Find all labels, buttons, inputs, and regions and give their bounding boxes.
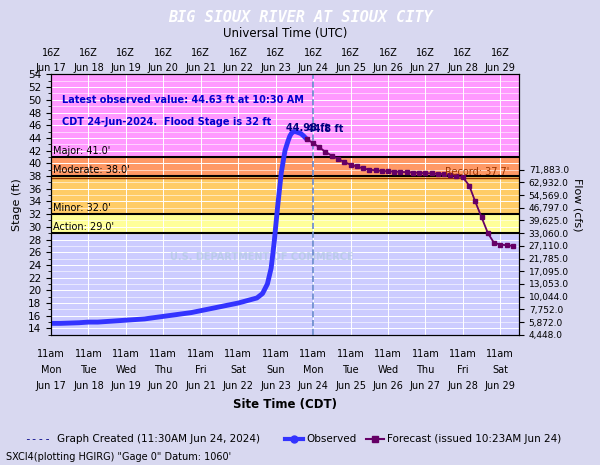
Text: Jun 27: Jun 27 [410, 381, 441, 392]
Text: 44.8 ft: 44.8 ft [307, 124, 343, 133]
Y-axis label: Stage (ft): Stage (ft) [13, 178, 22, 231]
Bar [51, 176, 519, 214]
Text: Jun 17: Jun 17 [35, 381, 67, 392]
Text: 11am: 11am [37, 349, 65, 359]
Text: 11am: 11am [412, 349, 439, 359]
Text: 16Z: 16Z [79, 48, 98, 58]
Text: Jun 28: Jun 28 [448, 381, 478, 392]
Text: Observed: Observed [306, 434, 356, 445]
Text: 11am: 11am [262, 349, 290, 359]
Text: 16Z: 16Z [454, 48, 472, 58]
Text: Wed: Wed [115, 365, 136, 375]
Text: Jun 18: Jun 18 [73, 63, 104, 73]
Text: Minor: 32.0': Minor: 32.0' [53, 203, 111, 213]
Text: Jun 27: Jun 27 [410, 63, 441, 73]
Text: Thu: Thu [416, 365, 434, 375]
Text: 11am: 11am [224, 349, 252, 359]
Text: Forecast (issued 10:23AM Jun 24): Forecast (issued 10:23AM Jun 24) [387, 434, 561, 445]
Text: ----: ---- [24, 434, 51, 445]
Text: 11am: 11am [374, 349, 402, 359]
Text: Fri: Fri [457, 365, 469, 375]
Bar [51, 214, 519, 233]
Text: Jun 18: Jun 18 [73, 381, 104, 392]
Text: Jun 25: Jun 25 [335, 381, 366, 392]
Text: Jun 19: Jun 19 [110, 63, 141, 73]
Text: Jun 20: Jun 20 [148, 63, 179, 73]
Text: 11am: 11am [74, 349, 103, 359]
Text: Jun 21: Jun 21 [185, 63, 216, 73]
Text: SXCI4(plotting HGIRG) "Gage 0" Datum: 1060': SXCI4(plotting HGIRG) "Gage 0" Datum: 10… [6, 452, 232, 462]
Text: Jun 22: Jun 22 [223, 63, 254, 73]
Text: Fri: Fri [195, 365, 206, 375]
Text: Jun 29: Jun 29 [485, 381, 516, 392]
Text: Jun 28: Jun 28 [448, 63, 478, 73]
Text: Jun 26: Jun 26 [373, 63, 403, 73]
Text: Mon: Mon [303, 365, 323, 375]
Text: Jun 17: Jun 17 [35, 63, 67, 73]
Y-axis label: Flow (cfs): Flow (cfs) [573, 178, 583, 232]
Text: Mon: Mon [41, 365, 61, 375]
Text: Jun 21: Jun 21 [185, 381, 216, 392]
Text: Sat: Sat [492, 365, 508, 375]
Text: 11am: 11am [112, 349, 140, 359]
Text: Record: 37.7': Record: 37.7' [445, 167, 509, 177]
Text: Jun 22: Jun 22 [223, 381, 254, 392]
Text: Jun 23: Jun 23 [260, 63, 291, 73]
Text: 11am: 11am [149, 349, 177, 359]
Text: Graph Created (11:30AM Jun 24, 2024): Graph Created (11:30AM Jun 24, 2024) [57, 434, 260, 445]
Text: Jun 23: Jun 23 [260, 381, 291, 392]
Text: 16Z: 16Z [304, 48, 323, 58]
Text: 16Z: 16Z [116, 48, 136, 58]
Text: 16Z: 16Z [154, 48, 173, 58]
Text: Jun 26: Jun 26 [373, 381, 403, 392]
Text: 11am: 11am [299, 349, 327, 359]
Text: 16Z: 16Z [191, 48, 210, 58]
Text: Action: 29.0': Action: 29.0' [53, 222, 115, 232]
Text: Jun 24: Jun 24 [298, 63, 329, 73]
Text: 11am: 11am [337, 349, 364, 359]
Text: 11am: 11am [449, 349, 477, 359]
Text: Jun 25: Jun 25 [335, 63, 366, 73]
Text: Sun: Sun [266, 365, 285, 375]
Text: 44.98 ft: 44.98 ft [286, 123, 329, 133]
Text: Site Time (CDT): Site Time (CDT) [233, 398, 337, 411]
Text: 11am: 11am [487, 349, 514, 359]
Text: Jun 19: Jun 19 [110, 381, 141, 392]
Text: Wed: Wed [377, 365, 398, 375]
Bar [51, 157, 519, 176]
Text: 16Z: 16Z [491, 48, 510, 58]
Text: Sat: Sat [230, 365, 246, 375]
Text: Tue: Tue [342, 365, 359, 375]
Text: Thu: Thu [154, 365, 173, 375]
Text: Universal Time (UTC): Universal Time (UTC) [223, 27, 347, 40]
Text: Jun 24: Jun 24 [298, 381, 329, 392]
Text: Tue: Tue [80, 365, 97, 375]
Text: Jun 20: Jun 20 [148, 381, 179, 392]
Text: 16Z: 16Z [266, 48, 285, 58]
Bar [51, 74, 519, 157]
Text: Major: 41.0': Major: 41.0' [53, 146, 110, 156]
Text: U.S. DEPARTMENT OF COMMERCE: U.S. DEPARTMENT OF COMMERCE [170, 252, 353, 262]
Text: BIG SIOUX RIVER AT SIOUX CITY: BIG SIOUX RIVER AT SIOUX CITY [167, 10, 433, 25]
Text: Moderate: 38.0': Moderate: 38.0' [53, 165, 130, 175]
Text: 16Z: 16Z [229, 48, 248, 58]
Text: 16Z: 16Z [379, 48, 397, 58]
Text: Jun 29: Jun 29 [485, 63, 516, 73]
Text: 16Z: 16Z [341, 48, 360, 58]
Text: 16Z: 16Z [416, 48, 435, 58]
Text: 11am: 11am [187, 349, 215, 359]
Text: 16Z: 16Z [41, 48, 61, 58]
